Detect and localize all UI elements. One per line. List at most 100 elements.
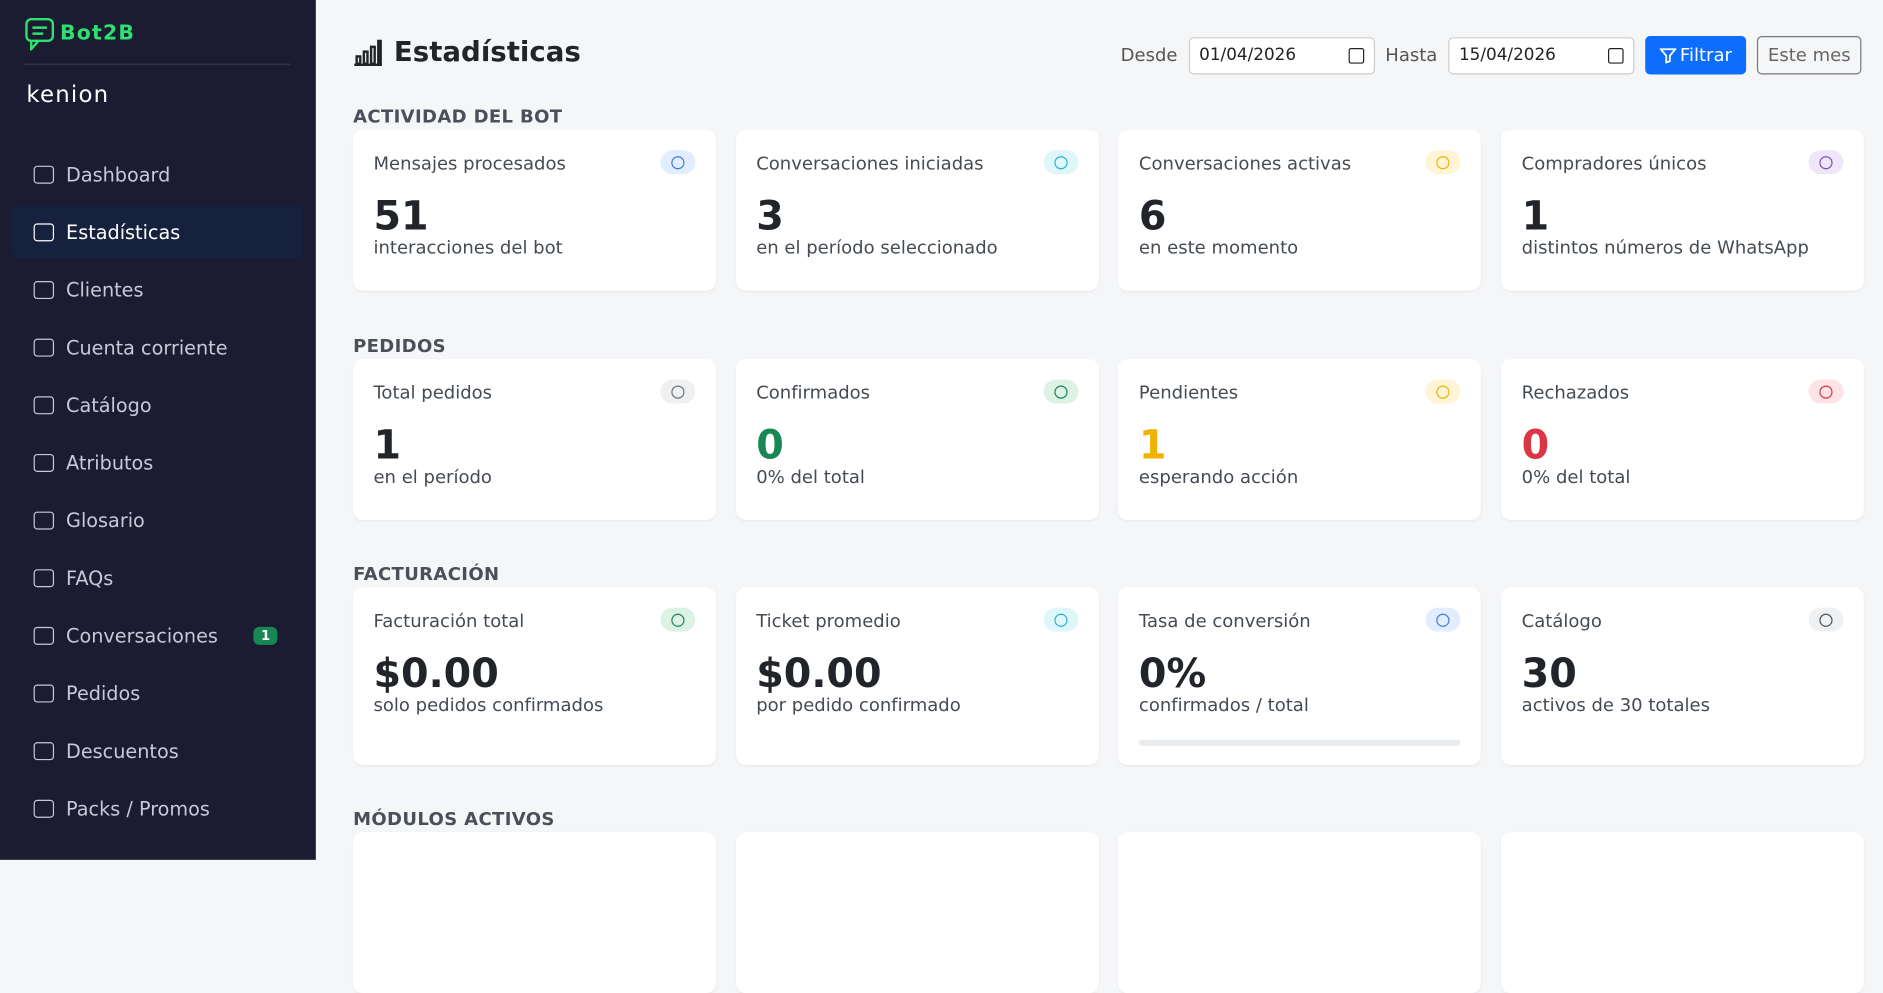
card-subtext: en este momento <box>1138 236 1299 259</box>
nav-item[interactable]: Catálogo <box>12 378 303 431</box>
nav-item[interactable]: Dashboard <box>12 148 303 201</box>
nav-icon <box>33 741 55 760</box>
sidebar: Bot2B kenion Dashboard Estadísticas Client… <box>0 0 316 860</box>
filter-text: Filtrar <box>1679 44 1732 67</box>
title-text: Estadísticas <box>393 37 581 69</box>
nav-label: FAQs <box>66 566 114 590</box>
title-icon <box>354 39 382 67</box>
brand-icon <box>25 18 55 51</box>
nav-label: Glosario <box>66 508 145 532</box>
nav-item[interactable]: Cuenta corriente <box>12 321 303 374</box>
app: Bot2B kenion Dashboard Estadísticas Client… <box>0 0 1864 860</box>
card-icon <box>660 150 696 175</box>
from-label: Desde <box>1120 44 1178 67</box>
from-date[interactable]: 01/04/2026 <box>1188 36 1375 74</box>
card-value: 0 <box>756 421 784 469</box>
nav-item[interactable]: Conversaciones 1 <box>12 609 303 662</box>
card-value: 3 <box>756 192 784 239</box>
nav-label: Dashboard <box>66 162 171 186</box>
icon-glyph <box>1054 613 1068 627</box>
nav-icon <box>33 165 55 184</box>
card-icon <box>1043 150 1079 175</box>
stat-card: Tasa de conversión 0% confirmados / total <box>1118 587 1482 765</box>
card-value: 0 <box>1521 421 1550 469</box>
nav-item[interactable]: Descuentos <box>12 724 303 777</box>
card-label: Rechazados <box>1521 381 1630 404</box>
card-value: 6 <box>1138 192 1167 239</box>
card-value: 1 <box>1521 192 1550 239</box>
stat-card: Conversaciones activas 6 en este momento <box>1118 129 1482 291</box>
nav-item[interactable]: Atributos <box>12 436 303 489</box>
section-title: PEDIDOS <box>353 335 447 357</box>
nav-icon <box>33 626 55 645</box>
nav-item[interactable]: Clientes <box>12 263 303 316</box>
nav-label: Pedidos <box>66 681 141 705</box>
nav-label: Catálogo <box>66 393 152 417</box>
to-date[interactable]: 15/04/2026 <box>1448 36 1635 74</box>
icon-glyph <box>671 384 685 399</box>
stat-card <box>1501 832 1864 993</box>
card-subtext: confirmados / total <box>1138 694 1309 716</box>
card-icon <box>1808 607 1844 632</box>
stat-card <box>1118 832 1482 993</box>
nav-icon <box>33 683 55 702</box>
card-label: Conversaciones activas <box>1138 152 1352 175</box>
nav-item[interactable]: Packs / Promos <box>12 782 303 835</box>
card-value: $0.00 <box>373 649 499 697</box>
stat-card: Ticket promedio $0.00 por pedido confirmad… <box>735 587 1099 765</box>
card-subtext: en el período <box>373 465 492 488</box>
card-label: Total pedidos <box>373 381 493 404</box>
card-label: Confirmados <box>756 381 871 404</box>
card-label: Catálogo <box>1521 610 1602 632</box>
card-label: Ticket promedio <box>756 610 901 632</box>
page-title: Estadísticas <box>353 37 581 68</box>
brand-name: Bot2B <box>60 21 136 46</box>
card-icon <box>1425 607 1461 632</box>
icon-glyph <box>671 613 685 627</box>
section-title: ACTIVIDAD DEL BOT <box>353 105 563 128</box>
card-value: $0.00 <box>756 649 882 697</box>
section-title: MÓDULOS ACTIVOS <box>353 808 555 830</box>
filter-button[interactable]: Filtrar <box>1645 36 1747 75</box>
nav-badge: 1 <box>253 626 278 645</box>
card-value: 1 <box>1138 421 1167 469</box>
to-label: Hasta <box>1385 44 1438 67</box>
icon-glyph <box>1054 384 1068 399</box>
nav-item[interactable]: Glosario <box>12 494 303 547</box>
card-icon <box>660 607 696 632</box>
nav-label: Cuenta corriente <box>66 335 228 359</box>
progress-bar <box>1138 739 1461 746</box>
card-value: 0% <box>1138 649 1207 697</box>
stat-card: Total pedidos 1 en el período <box>353 359 716 520</box>
stat-card: Confirmados 0 0% del total <box>735 359 1099 520</box>
card-value: 1 <box>373 421 402 469</box>
card-icon <box>1808 150 1844 175</box>
card-icon <box>1043 607 1079 632</box>
icon-glyph <box>1054 155 1068 169</box>
page: Estadísticas {"sidebar":{"brand":"Bot2B"… <box>0 0 1864 860</box>
month-button[interactable]: Este mes <box>1757 36 1862 75</box>
card-subtext: 0% del total <box>756 465 865 488</box>
card-label: Tasa de conversión <box>1138 610 1311 632</box>
card-icon <box>1043 379 1079 404</box>
icon-glyph <box>1436 155 1450 169</box>
stat-card: Compradores únicos 1 distintos números de … <box>1501 129 1864 291</box>
card-label: Conversaciones iniciadas <box>756 152 984 175</box>
from-value: 01/04/2026 <box>1199 45 1297 65</box>
card-icon <box>1425 379 1461 404</box>
icon-glyph <box>1819 613 1833 627</box>
filters: Desde 01/04/2026 Hasta 15/04/2026 Filtra… <box>1120 36 1862 75</box>
icon-glyph <box>1819 155 1833 169</box>
nav-item[interactable]: FAQs <box>12 551 303 604</box>
card-value: 51 <box>373 192 429 239</box>
card-subtext: esperando acción <box>1138 465 1299 488</box>
stat-card <box>353 832 716 993</box>
nav-label: Descuentos <box>66 739 179 762</box>
icon-glyph <box>1436 384 1450 399</box>
to-value: 15/04/2026 <box>1458 45 1556 65</box>
nav-item[interactable]: Estadísticas <box>12 205 303 259</box>
card-value: 30 <box>1521 649 1577 697</box>
section-title: FACTURACIÓN <box>353 563 500 585</box>
nav-item[interactable]: Pedidos <box>12 666 303 719</box>
card-subtext: interacciones del bot <box>373 236 563 259</box>
